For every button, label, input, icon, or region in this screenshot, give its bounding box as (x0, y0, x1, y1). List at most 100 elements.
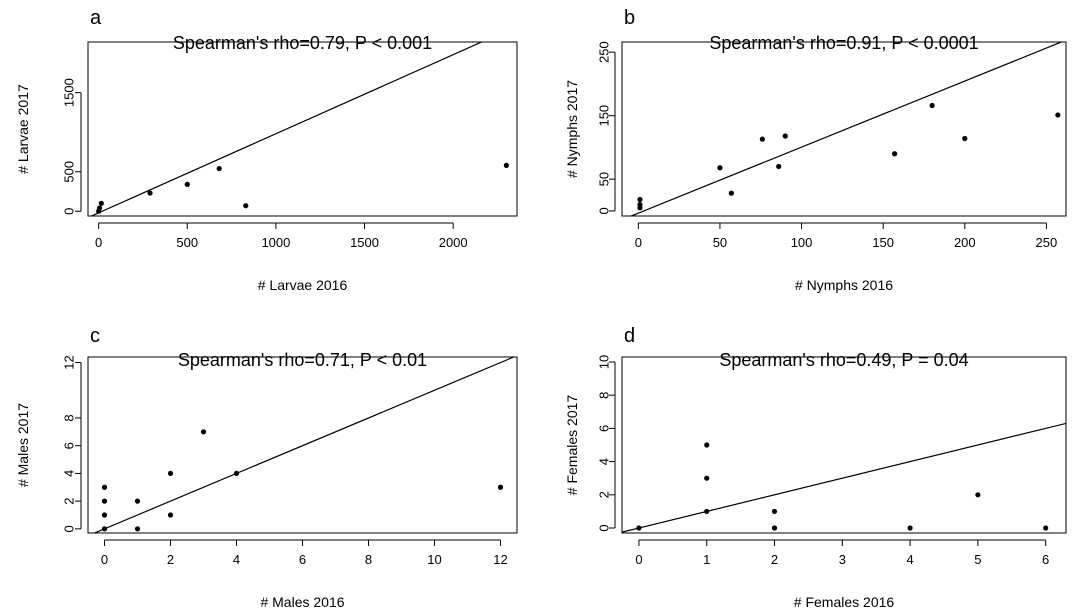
y-tick-label: 250 (596, 41, 611, 63)
y-axis-title: # Larvae 2017 (15, 84, 31, 174)
y-axis-title: # Males 2017 (15, 403, 31, 487)
data-point (704, 508, 710, 515)
x-tick-label: 4 (233, 552, 240, 567)
data-points (637, 102, 1061, 211)
y-tick-label: 10 (596, 355, 611, 369)
panel-d: d Spearman's rho=0.49, P = 0.04 0 1 2 3 4 5 6 # F… (564, 325, 1067, 610)
y-axis-title: # Females 2017 (564, 395, 580, 496)
x-tick-label: 6 (1042, 552, 1049, 567)
plot-title: Spearman's rho=0.49, P = 0.04 (719, 350, 968, 370)
x-tick-label: 50 (713, 235, 727, 250)
panel-b: b Spearman's rho=0.91, P < 0.0001 0 50 100 15… (564, 7, 1067, 293)
x-tick-label: 0 (101, 552, 108, 567)
panel-letter: d (624, 325, 635, 347)
x-tick-label: 250 (1036, 235, 1058, 250)
y-tick-label: 6 (61, 442, 76, 449)
y-tick-label: 50 (596, 172, 611, 186)
fit-line (629, 42, 1063, 216)
panel-c: c Spearman's rho=0.71, P < 0.01 0 2 4 6 8 10 12 #… (15, 325, 518, 610)
x-tick-label: 0 (635, 552, 642, 567)
data-point (892, 151, 898, 157)
x-tick-label: 200 (954, 235, 976, 250)
plot-frame (87, 356, 518, 534)
data-point (184, 181, 190, 187)
y-tick-label: 8 (61, 414, 76, 421)
data-points (96, 162, 509, 214)
x-tick-label: 1500 (350, 235, 379, 250)
fit-line (622, 422, 1066, 533)
data-point (101, 526, 108, 532)
data-point (771, 508, 778, 515)
data-points (101, 429, 504, 532)
data-point (728, 190, 734, 196)
data-point (704, 475, 710, 481)
data-point (101, 512, 108, 518)
data-point (759, 136, 765, 142)
x-axis-title: # Females 2016 (794, 594, 895, 610)
panel-letter: a (90, 7, 102, 29)
x-tick-label: 6 (299, 552, 306, 567)
y-tick-label: 8 (596, 392, 611, 399)
data-point (101, 498, 108, 504)
data-point (98, 200, 104, 206)
data-point (147, 190, 153, 196)
data-point (637, 196, 643, 203)
y-tick-label: 2 (61, 498, 76, 505)
data-point (704, 442, 710, 448)
x-tick-label: 0 (635, 235, 642, 250)
y-tick-label: 0 (61, 525, 76, 532)
data-point (1055, 112, 1061, 118)
y-tick-label: 6 (596, 425, 611, 432)
x-axis-title: # Males 2016 (260, 594, 344, 610)
panel-a: a Spearman's rho=0.79, P < 0.001 0 500 1000 1… (15, 7, 518, 293)
x-axis-title: # Larvae 2016 (258, 277, 348, 293)
y-axis: 0 50 150 250 (596, 41, 616, 215)
x-tick-label: 5 (974, 552, 981, 567)
data-point (975, 492, 981, 498)
fit-line (93, 357, 516, 533)
data-point (134, 498, 141, 504)
y-tick-label: 150 (596, 105, 611, 127)
x-axis: 0 2 4 6 8 10 12 (101, 539, 508, 567)
data-point (1043, 525, 1049, 531)
y-axis: 0 2 4 6 8 10 (596, 355, 616, 532)
y-tick-label: 4 (596, 458, 611, 465)
y-axis: 0 2 4 6 8 12 (61, 355, 82, 532)
y-tick-label: 4 (61, 470, 76, 477)
x-tick-label: 100 (791, 235, 813, 250)
x-axis: 0 500 1000 1500 2000 (95, 222, 468, 250)
x-tick-label: 0 (95, 235, 102, 250)
data-point (717, 165, 723, 171)
data-point (243, 203, 249, 209)
data-point (503, 162, 509, 168)
panel-letter: b (624, 7, 635, 29)
x-axis: 0 50 100 150 200 250 (635, 222, 1058, 250)
data-point (497, 484, 504, 490)
data-point (962, 135, 968, 142)
x-tick-label: 1 (703, 552, 710, 567)
data-point (96, 205, 103, 211)
y-tick-label: 0 (596, 207, 611, 214)
x-axis: 0 1 2 3 4 5 6 (635, 539, 1049, 567)
x-tick-label: 2000 (439, 235, 468, 250)
x-tick-label: 4 (906, 552, 913, 567)
plot-title: Spearman's rho=0.91, P < 0.0001 (709, 33, 978, 53)
data-point (101, 484, 108, 490)
x-axis-title: # Nymphs 2016 (795, 277, 893, 293)
y-tick-label: 1500 (61, 78, 76, 107)
fit-line (90, 42, 484, 216)
x-tick-label: 150 (872, 235, 894, 250)
data-point (134, 526, 141, 532)
data-point (637, 201, 643, 208)
data-point (167, 470, 174, 477)
x-tick-label: 12 (493, 552, 507, 567)
data-point (782, 133, 788, 139)
plot-frame (621, 356, 1067, 534)
y-axis: 0 500 1500 (61, 78, 82, 215)
data-point (233, 470, 240, 477)
y-axis-title: # Nymphs 2017 (564, 80, 580, 178)
x-tick-label: 3 (839, 552, 846, 567)
data-points (636, 442, 1049, 531)
x-tick-label: 500 (176, 235, 198, 250)
plot-title: Spearman's rho=0.71, P < 0.01 (178, 350, 427, 370)
